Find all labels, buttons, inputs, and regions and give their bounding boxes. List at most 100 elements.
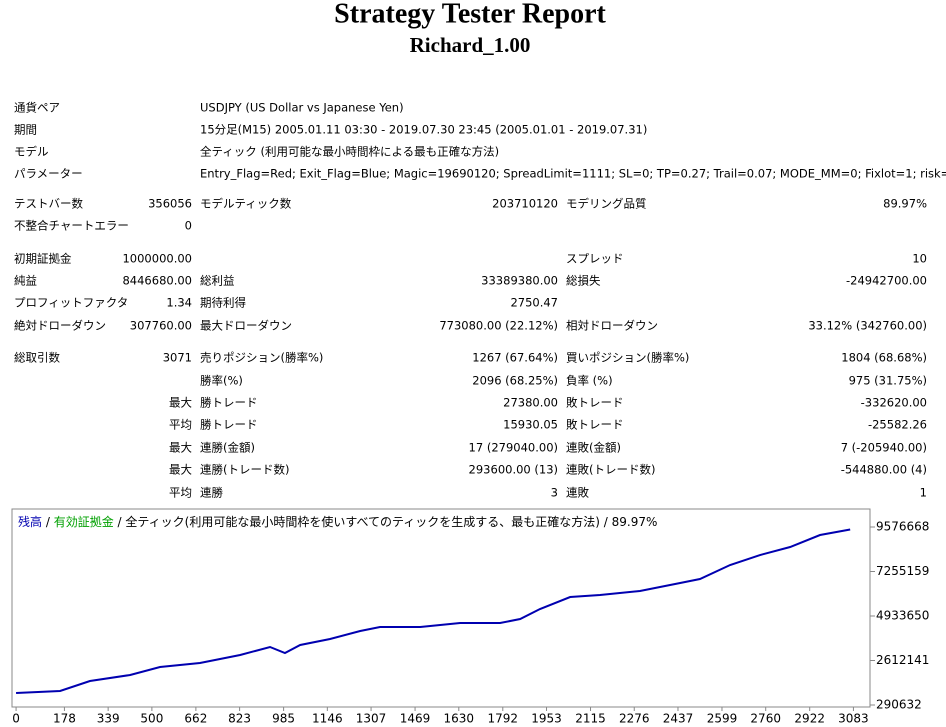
stat-value: 1267 (67.64%)	[472, 351, 558, 365]
stat-value: -25582.26	[868, 418, 927, 432]
stat-value: 1000000.00	[122, 252, 192, 266]
info-value: 全ティック (利用可能な最小時間枠による最も正確な方法)	[200, 145, 499, 159]
stat-value: 15930.05	[503, 418, 558, 432]
x-tick-label: 500	[140, 712, 163, 726]
stat-value: 8446680.00	[122, 274, 192, 288]
stat-label: 初期証拠金	[14, 252, 72, 266]
x-tick-label: 823	[228, 712, 251, 726]
stat-label: 勝トレード	[200, 418, 258, 432]
info-label: パラメーター	[14, 167, 83, 181]
stat-value: -332620.00	[861, 396, 927, 410]
report-subtitle: Richard_1.00	[410, 33, 531, 57]
stat-label: 連敗	[566, 486, 589, 500]
stat-value: 17 (279040.00)	[469, 441, 558, 455]
x-tick-label: 2922	[794, 712, 825, 726]
stat-value: 最大	[169, 396, 192, 410]
x-tick-label: 3083	[838, 712, 869, 726]
y-tick-label: 290632	[876, 697, 922, 711]
info-label: モデル	[14, 145, 49, 159]
stat-label: 絶対ドローダウン	[14, 319, 106, 333]
stat-value: 最大	[169, 463, 192, 477]
stat-label: 買いポジション(勝率%)	[566, 351, 689, 365]
stat-label: 連敗(トレード数)	[566, 463, 655, 477]
x-tick-label: 339	[97, 712, 120, 726]
stat-label: 敗トレード	[566, 418, 624, 432]
stat-label: 勝トレード	[200, 396, 258, 410]
stat-value: 1804 (68.68%)	[841, 351, 927, 365]
stat-label: 勝率(%)	[200, 374, 243, 388]
stat-label: 期待利得	[200, 296, 246, 310]
x-tick-label: 2599	[707, 712, 738, 726]
stat-value: -544880.00 (4)	[841, 463, 927, 477]
stat-value: 最大	[169, 441, 192, 455]
stat-label: 不整合チャートエラー	[14, 219, 129, 233]
legend-quality: 89.97%	[612, 515, 658, 529]
x-tick-label: 2437	[663, 712, 694, 726]
y-tick-label: 7255159	[876, 564, 929, 578]
stat-value: 356056	[148, 197, 192, 211]
stat-value: 975 (31.75%)	[849, 374, 927, 388]
info-value: USDJPY (US Dollar vs Japanese Yen)	[200, 101, 404, 115]
info-label: 期間	[14, 123, 37, 137]
legend-equity: 有効証拠金	[54, 514, 114, 529]
x-tick-label: 178	[53, 712, 76, 726]
stat-value: 33389380.00	[481, 274, 558, 288]
x-tick-label: 1469	[400, 712, 431, 726]
info-value: Entry_Flag=Red; Exit_Flag=Blue; Magic=19…	[200, 167, 946, 181]
stat-label: 相対ドローダウン	[566, 319, 658, 333]
stat-value: 2750.47	[510, 296, 558, 310]
stat-label: モデルティック数	[200, 197, 292, 211]
x-tick-label: 1630	[444, 712, 475, 726]
stat-value: 7 (-205940.00)	[841, 441, 927, 455]
chart-legend: 残高 / 有効証拠金 / 全ティック(利用可能な最小時間枠を使いすべてのティック…	[18, 514, 657, 529]
stat-label: 負率 (%)	[566, 374, 613, 388]
x-tick-label: 662	[184, 712, 207, 726]
stat-label: 連勝(金額)	[200, 441, 255, 455]
legend-separator: /	[600, 515, 612, 529]
info-value: 15分足(M15) 2005.01.11 03:30 - 2019.07.30 …	[200, 123, 647, 137]
info-label: 通貨ペア	[14, 101, 60, 115]
stat-label: 純益	[14, 274, 37, 288]
stat-label: 総利益	[200, 274, 235, 288]
stat-value: 203710120	[492, 197, 558, 211]
stat-label: 売りポジション(勝率%)	[200, 351, 323, 365]
y-tick-label: 9576668	[876, 520, 929, 534]
chart-frame	[11, 508, 871, 708]
stat-value: 平均	[169, 418, 192, 432]
y-tick-label: 2612141	[876, 653, 929, 667]
stat-label: 連勝	[200, 486, 223, 500]
stat-value: 293600.00 (13)	[469, 463, 558, 477]
stat-label: モデリング品質	[566, 197, 647, 211]
stat-label: プロフィットファクタ	[14, 296, 128, 310]
stat-label: テストバー数	[14, 197, 83, 211]
stat-value: 2096 (68.25%)	[472, 374, 558, 388]
x-tick-label: 2276	[619, 712, 650, 726]
y-tick-label: 4933650	[876, 608, 929, 622]
stat-label: 総損失	[566, 274, 601, 288]
stat-label: スプレッド	[566, 252, 624, 266]
stat-value: 27380.00	[503, 396, 558, 410]
stat-value: 3	[551, 486, 558, 500]
x-tick-label: 1792	[488, 712, 519, 726]
stat-label: 連勝(トレード数)	[200, 463, 289, 477]
x-tick-label: 1146	[312, 712, 343, 726]
legend-separator: /	[42, 515, 54, 529]
stat-value: -24942700.00	[846, 274, 927, 288]
legend-balance: 残高	[18, 514, 42, 529]
x-tick-label: 2760	[750, 712, 781, 726]
stat-value: 0	[185, 219, 192, 233]
stat-value: 3071	[163, 351, 192, 365]
stat-label: 総取引数	[14, 351, 60, 365]
x-tick-label: 2115	[575, 712, 606, 726]
stat-value: 10	[912, 252, 927, 266]
report-title: Strategy Tester Report	[334, 0, 606, 29]
stat-value: 1.34	[166, 296, 192, 310]
x-tick-label: 1307	[356, 712, 387, 726]
balance-line	[16, 528, 851, 694]
x-tick-label: 1953	[531, 712, 562, 726]
stat-value: 平均	[169, 486, 192, 500]
x-tick-label: 985	[272, 712, 295, 726]
stat-value: 773080.00 (22.12%)	[439, 319, 558, 333]
legend-caption: 全ティック(利用可能な最小時間枠を使いすべてのティックを生成する、最も正確な方法…	[125, 514, 600, 529]
